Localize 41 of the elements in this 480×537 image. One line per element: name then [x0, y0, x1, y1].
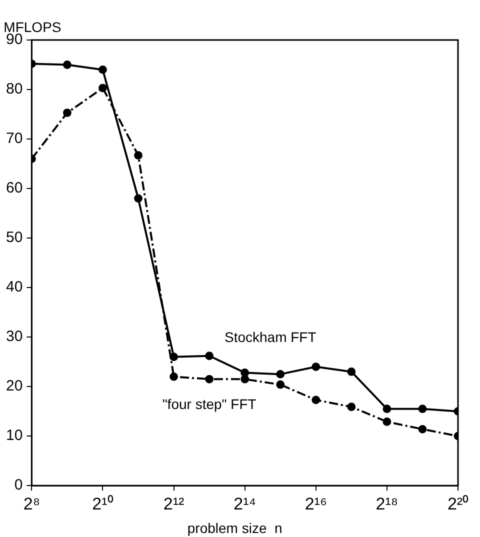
point [205, 352, 214, 360]
y-tick-label: 60 [6, 180, 23, 197]
point [382, 404, 392, 414]
point [134, 194, 142, 203]
x-tick-label: 2¹⁰ [92, 494, 114, 514]
point [276, 380, 285, 389]
point [205, 374, 214, 384]
x-tick-label: 2¹⁸ [376, 494, 398, 514]
point [347, 402, 356, 412]
point [276, 370, 285, 378]
y-tick-label: 70 [6, 130, 23, 148]
y-tick-label: 0 [14, 476, 23, 494]
point [347, 368, 356, 376]
point [170, 372, 178, 381]
x-axis-title: problem size n [187, 520, 282, 536]
series-label: Stockham FFT [224, 329, 317, 346]
x-tick-label: 2¹⁴ [234, 494, 256, 514]
x-tick-label: 2²⁰ [447, 494, 469, 514]
x-tick-label: 2¹⁶ [304, 494, 327, 514]
point [63, 108, 72, 117]
point [312, 396, 320, 404]
point [63, 60, 72, 69]
y-tick-label: 50 [6, 229, 23, 246]
y-tick-label: 40 [6, 278, 23, 296]
point [98, 84, 107, 92]
x-tick-label: 2⁸ [23, 494, 40, 514]
point [98, 66, 107, 74]
point [170, 352, 178, 362]
point [312, 362, 320, 371]
point [240, 368, 250, 377]
y-tick-label: 10 [6, 427, 23, 444]
point [382, 418, 392, 426]
point [418, 424, 427, 434]
series-label: "four step" FFT [162, 396, 257, 412]
y-tick-label: 80 [6, 80, 23, 98]
point [240, 374, 250, 384]
point [134, 151, 142, 160]
point [418, 404, 427, 414]
y-tick-label: 30 [6, 328, 23, 346]
y-tick-label: 20 [6, 378, 23, 395]
x-tick-label: 2¹² [163, 494, 185, 514]
